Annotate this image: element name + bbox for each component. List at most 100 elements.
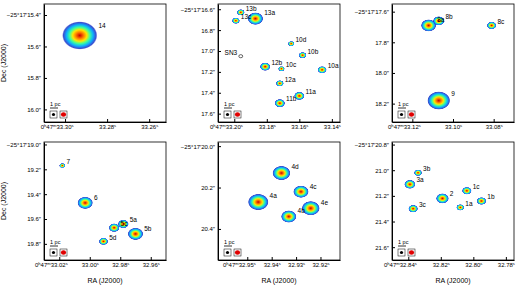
tick-label: 33.16ˢ [291, 124, 308, 130]
annotation: 1 pc [224, 101, 235, 107]
tick-label: 33.00ˢ [82, 262, 99, 268]
beam [409, 250, 414, 254]
tick: 17.2″ [201, 69, 221, 75]
tick-label: 32.96ˢ [143, 262, 160, 268]
axis-title: Dec (J2000) [0, 44, 8, 82]
tick: 33.28ˢ [99, 119, 116, 130]
tick-mark [247, 257, 248, 260]
sources [59, 163, 143, 245]
source-label: 8a [437, 16, 445, 23]
tick-label: −25°17′15.4″ [7, 12, 42, 18]
source-label: 11b [286, 95, 297, 102]
axis-line [45, 260, 167, 261]
y-axis: −25°17′16.6″16.8″17.0″17.2″17.4″17.6″ [181, 5, 221, 123]
tick-mark [149, 119, 150, 122]
annotation: 1 pc [224, 239, 235, 245]
source-blob [232, 18, 240, 24]
tick: 15.6″ [27, 44, 47, 50]
tick-mark [44, 109, 47, 110]
source-label: 9 [451, 90, 455, 97]
tick-label: 33.10ˢ [445, 124, 462, 130]
tick-label: 0ʰ47ᵐ32.84ˢ [384, 262, 417, 268]
tick-mark [44, 194, 47, 195]
tick-label: 21.6″ [375, 245, 390, 251]
scale-bar: 1 pc [224, 239, 241, 256]
beam [52, 251, 55, 254]
tick-mark [392, 73, 395, 74]
tick-label: −25°17′19.0″ [7, 142, 42, 148]
tick-mark [218, 229, 221, 230]
tick: 32.98ˢ [112, 257, 129, 268]
tick-label: 33.14ˢ [324, 124, 341, 130]
tick-mark [44, 78, 47, 79]
tick-label: −25°17′20.0″ [181, 144, 216, 150]
tick: 33.16ˢ [291, 119, 308, 130]
tick: 0ʰ47ᵐ33.30ˢ [41, 119, 74, 130]
tick-label: 18.0″ [375, 70, 390, 76]
source-label: 5b [144, 225, 152, 232]
tick: 17.4″ [201, 90, 221, 96]
source-blob [404, 180, 415, 189]
x-axis: 0ʰ47ᵐ33.30ˢ 33.28ˢ 33.26ˢ [41, 119, 167, 130]
beam [235, 250, 240, 254]
tick-label: 15.8″ [27, 75, 42, 81]
tick-label: 19.4″ [27, 192, 42, 198]
tick: 19.8″ [27, 241, 47, 247]
tick: 0ʰ47ᵐ33.20ˢ [210, 119, 243, 130]
frame [44, 142, 166, 260]
source-blob [278, 66, 285, 71]
source-label: 5d [109, 234, 117, 241]
beam-box [234, 249, 241, 256]
tick: 21.6″ [375, 245, 395, 251]
tick-mark [218, 9, 221, 10]
tick: 16.8″ [201, 28, 221, 34]
tick: 33.08ˢ [486, 119, 503, 130]
beam [226, 113, 229, 116]
tick: 0ʰ47ᵐ33.02ˢ [35, 257, 68, 268]
source-label: 10d [295, 36, 306, 43]
source-label: 4b [298, 207, 306, 214]
tick-mark [453, 119, 454, 122]
source-label: 2 [450, 190, 454, 197]
source-blob [118, 220, 129, 229]
tick: 33.26ˢ [141, 119, 158, 130]
tick-mark [392, 12, 395, 13]
beam-box [234, 111, 241, 118]
tick-mark [218, 188, 221, 189]
tick: 16.0″ [27, 107, 47, 113]
source-blob [248, 194, 269, 211]
source-blob [59, 163, 65, 168]
tick-mark [320, 257, 321, 260]
source-blob [408, 205, 418, 213]
source-label: 13c [241, 13, 252, 20]
tick: 32.80ˢ [465, 257, 482, 268]
source-label: 1c [473, 183, 481, 190]
beam-box [50, 111, 57, 118]
panel: 13a13b13c10d10b10a10c12b12a11a11bSN30ʰ47… [181, 4, 341, 130]
tick: 32.92ˢ [312, 257, 329, 268]
tick-mark [412, 119, 413, 122]
tick-label: 0ʰ47ᵐ33.20ˢ [210, 124, 243, 130]
tick-mark [151, 257, 152, 260]
source-blob [128, 228, 144, 240]
panel: 140ʰ47ᵐ33.30ˢ33.28ˢ33.26ˢ−25°17′15.4″15.… [7, 4, 167, 130]
beam-box [224, 111, 231, 118]
tick: 21.2″ [375, 193, 395, 199]
tick-label: 0ʰ47ᵐ33.12ˢ [388, 124, 421, 130]
tick-label: −25°17′16.6″ [181, 7, 216, 13]
source-label: 6 [94, 194, 98, 201]
tick-label: 17.6″ [201, 111, 216, 117]
tick: 33.14ˢ [324, 119, 341, 130]
source-blob [436, 193, 449, 203]
axis-title: RA (J2000) [87, 277, 122, 285]
source-blob [239, 55, 243, 58]
tick-label: 16.0″ [27, 107, 42, 113]
tick-mark [473, 257, 474, 260]
source-label: 12a [285, 76, 296, 83]
tick: 19.6″ [27, 216, 47, 222]
tick-mark [441, 257, 442, 260]
tick-mark [44, 144, 47, 145]
tick: −25°17′19.0″ [7, 142, 47, 148]
beam [61, 250, 66, 254]
panel: 4a4d4c4b4e0ʰ47ᵐ32.95ˢ32.94ˢ32.93ˢ32.92ˢ−… [181, 142, 341, 268]
